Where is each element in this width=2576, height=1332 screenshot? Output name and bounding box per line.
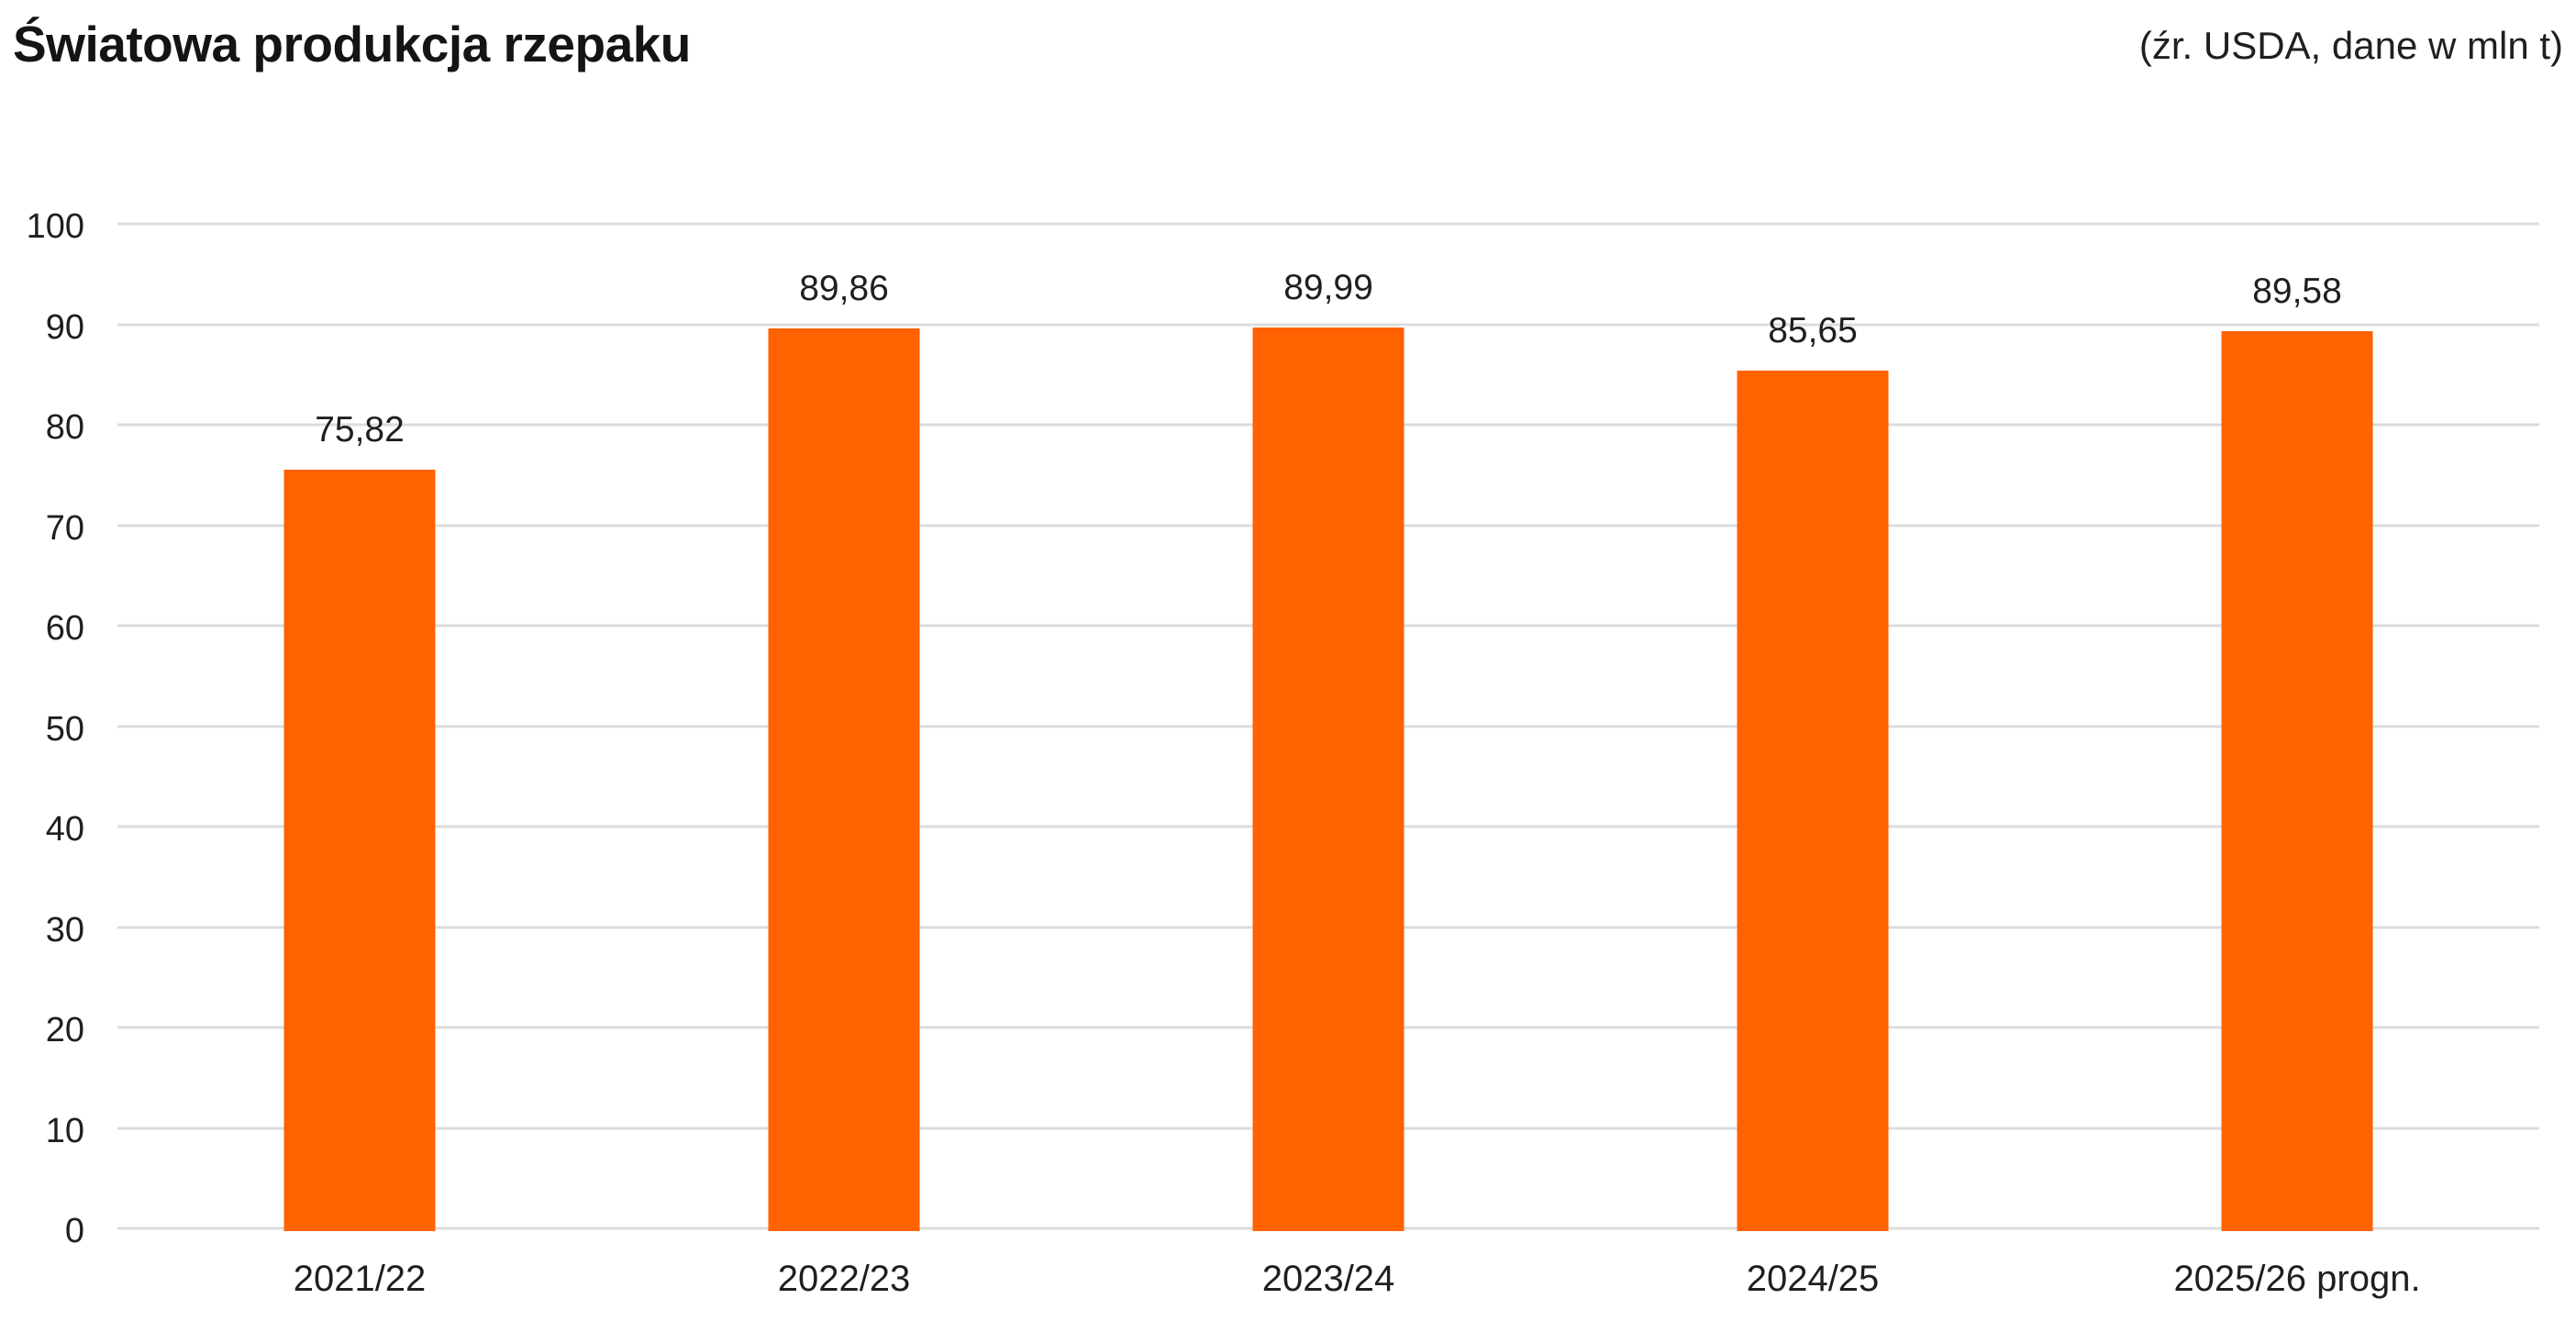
y-tick-label: 70 (45, 508, 84, 548)
y-tick-label: 30 (45, 910, 84, 949)
y-tick-label: 80 (45, 408, 84, 447)
bar (768, 328, 920, 1231)
bar-value-label: 75,82 (315, 409, 405, 450)
chart-header: Światowa produkcja rzepaku (źr. USDA, da… (0, 0, 2576, 110)
y-tick-label: 20 (45, 1011, 84, 1049)
y-axis: 0 10 20 30 40 50 60 70 80 90 100 (0, 209, 84, 1249)
bar (2221, 331, 2373, 1231)
y-tick-label: 40 (45, 810, 84, 849)
x-tick-label: 2021/22 (293, 1259, 427, 1299)
gridline (117, 222, 2539, 226)
x-tick-label: 2025/26 progn. (2173, 1259, 2421, 1299)
gridline (117, 323, 2539, 326)
chart-title: Światowa produkcja rzepaku (13, 16, 691, 72)
bar-value-label: 89,86 (799, 269, 889, 309)
x-tick-label: 2022/23 (777, 1259, 911, 1299)
bar-value-label: 89,99 (1283, 267, 1373, 307)
x-tick-label: 2023/24 (1261, 1259, 1395, 1299)
y-tick-label: 50 (45, 709, 84, 749)
y-tick-label: 90 (45, 307, 84, 347)
x-tick-label: 2024/25 (1746, 1259, 1880, 1299)
source-note: (źr. USDA, dane w mln t) (2138, 24, 2563, 67)
bar (283, 469, 436, 1231)
plot-area: 75,82 89,86 89,99 85,65 89,58 (117, 222, 2539, 1231)
y-tick-label: 60 (45, 609, 84, 648)
bar (1252, 327, 1405, 1231)
y-tick-label: 100 (26, 207, 84, 246)
x-axis: 2021/22 2022/23 2023/24 2024/25 2025/26 prog… (117, 1260, 2539, 1315)
bar (1737, 371, 1889, 1231)
bar-value-label: 85,65 (1768, 311, 1858, 351)
y-tick-label: 0 (64, 1212, 84, 1250)
y-tick-label: 10 (45, 1111, 84, 1150)
bar-value-label: 89,58 (2252, 272, 2342, 312)
